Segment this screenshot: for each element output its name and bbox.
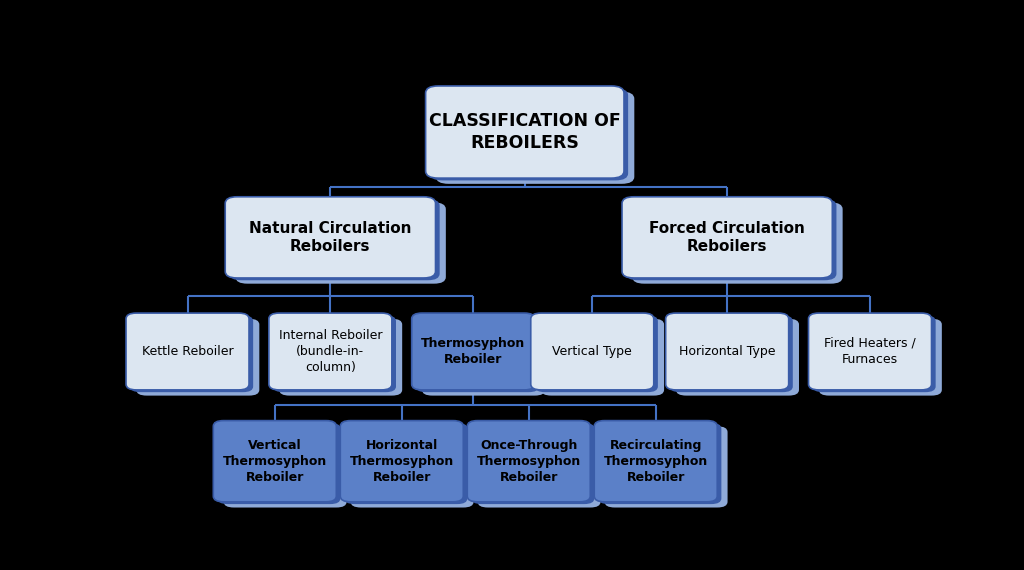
FancyBboxPatch shape [426, 86, 624, 178]
Text: Internal Reboiler
(bundle-in-
column): Internal Reboiler (bundle-in- column) [279, 329, 382, 374]
FancyBboxPatch shape [813, 315, 936, 392]
FancyBboxPatch shape [666, 313, 788, 390]
Text: Once-Through
Thermosyphon
Reboiler: Once-Through Thermosyphon Reboiler [476, 439, 581, 484]
FancyBboxPatch shape [676, 319, 799, 396]
FancyBboxPatch shape [136, 319, 259, 396]
FancyBboxPatch shape [126, 313, 249, 390]
FancyBboxPatch shape [236, 202, 445, 284]
FancyBboxPatch shape [622, 197, 833, 278]
FancyBboxPatch shape [340, 421, 463, 502]
Text: Natural Circulation
Reboilers: Natural Circulation Reboilers [249, 221, 412, 254]
FancyBboxPatch shape [130, 315, 253, 392]
FancyBboxPatch shape [471, 423, 594, 504]
FancyBboxPatch shape [344, 423, 467, 504]
Text: Horizontal Type: Horizontal Type [679, 345, 775, 358]
FancyBboxPatch shape [594, 421, 717, 502]
Text: CLASSIFICATION OF
REBOILERS: CLASSIFICATION OF REBOILERS [429, 112, 621, 152]
Text: Horizontal
Thermosyphon
Reboiler: Horizontal Thermosyphon Reboiler [349, 439, 454, 484]
FancyBboxPatch shape [422, 319, 545, 396]
FancyBboxPatch shape [350, 426, 474, 507]
FancyBboxPatch shape [530, 313, 653, 390]
FancyBboxPatch shape [213, 421, 336, 502]
FancyBboxPatch shape [273, 315, 396, 392]
Text: Thermosyphon
Reboiler: Thermosyphon Reboiler [421, 337, 525, 366]
FancyBboxPatch shape [670, 315, 793, 392]
FancyBboxPatch shape [412, 313, 535, 390]
FancyBboxPatch shape [477, 426, 601, 507]
Text: Recirculating
Thermosyphon
Reboiler: Recirculating Thermosyphon Reboiler [603, 439, 708, 484]
FancyBboxPatch shape [535, 315, 657, 392]
Text: Kettle Reboiler: Kettle Reboiler [141, 345, 233, 358]
FancyBboxPatch shape [633, 202, 843, 284]
FancyBboxPatch shape [416, 315, 539, 392]
Text: Forced Circulation
Reboilers: Forced Circulation Reboilers [649, 221, 805, 254]
FancyBboxPatch shape [626, 199, 837, 280]
FancyBboxPatch shape [436, 92, 634, 184]
FancyBboxPatch shape [280, 319, 402, 396]
Text: Fired Heaters /
Furnaces: Fired Heaters / Furnaces [824, 337, 915, 366]
Text: Vertical
Thermosyphon
Reboiler: Vertical Thermosyphon Reboiler [222, 439, 327, 484]
FancyBboxPatch shape [229, 199, 439, 280]
FancyBboxPatch shape [819, 319, 942, 396]
FancyBboxPatch shape [604, 426, 728, 507]
FancyBboxPatch shape [269, 313, 392, 390]
FancyBboxPatch shape [598, 423, 721, 504]
FancyBboxPatch shape [225, 197, 435, 278]
FancyBboxPatch shape [217, 423, 340, 504]
FancyBboxPatch shape [809, 313, 932, 390]
FancyBboxPatch shape [467, 421, 590, 502]
Text: Vertical Type: Vertical Type [552, 345, 632, 358]
FancyBboxPatch shape [430, 88, 628, 181]
FancyBboxPatch shape [223, 426, 347, 507]
FancyBboxPatch shape [541, 319, 665, 396]
